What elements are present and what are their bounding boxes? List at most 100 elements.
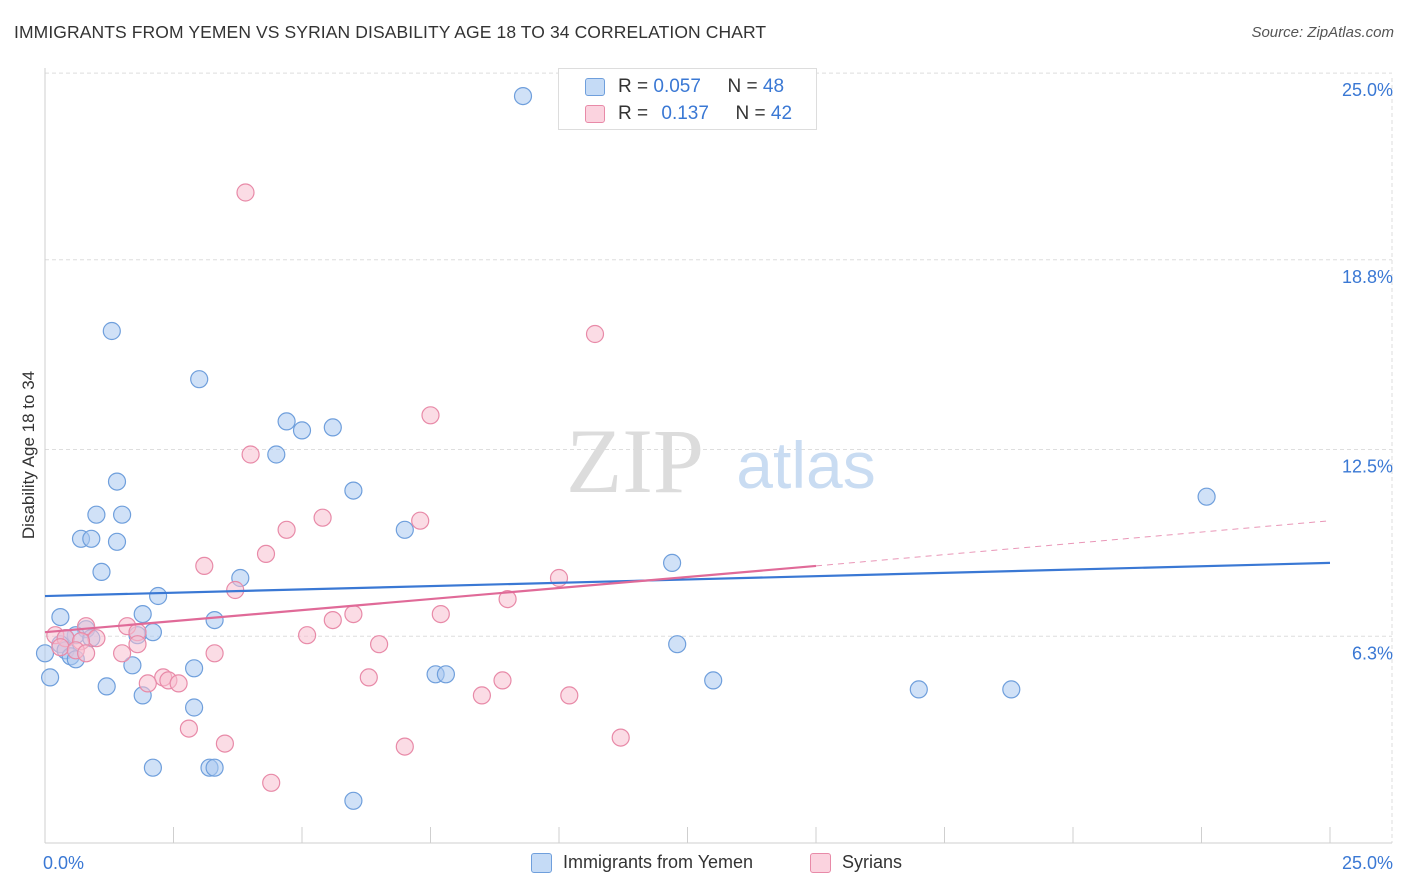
- data-point-syrians: [611, 728, 630, 747]
- x-tick-label-min: 0.0%: [43, 853, 84, 873]
- legend-n-value-syrians: 42: [770, 103, 793, 124]
- data-point-yemen: [40, 668, 60, 687]
- trend-line-syrians-extension: [815, 520, 1331, 567]
- trend-lines: [44, 520, 1331, 634]
- data-point-yemen: [82, 529, 101, 548]
- data-point-syrians: [498, 589, 517, 609]
- data-point-syrians: [323, 610, 342, 630]
- data-point-yemen: [102, 321, 121, 341]
- data-point-yemen: [436, 665, 455, 684]
- data-point-syrians: [277, 520, 296, 539]
- data-point-yemen: [107, 472, 127, 491]
- legend-swatch-syrians: [585, 105, 605, 123]
- data-point-yemen: [395, 520, 414, 539]
- data-point-yemen: [205, 610, 224, 630]
- data-point-yemen: [35, 644, 55, 663]
- data-point-syrians: [169, 674, 188, 693]
- legend-n-label: N =: [735, 103, 766, 124]
- series-label-syrians: Syrians: [842, 852, 903, 872]
- data-point-syrians: [472, 686, 491, 705]
- data-point-syrians: [138, 674, 157, 693]
- series-swatch-syrians: [810, 853, 831, 873]
- trend-line-syrians: [44, 564, 817, 634]
- data-point-syrians: [359, 668, 378, 687]
- data-point-syrians: [205, 644, 224, 663]
- data-point-syrians: [370, 635, 389, 654]
- data-points: [35, 86, 1216, 810]
- data-point-syrians: [215, 734, 234, 753]
- data-point-yemen: [513, 86, 533, 106]
- tick-labels: 6.3% 12.5% 18.8% 25.0% 0.0% 25.0%: [43, 80, 1393, 873]
- data-point-syrians: [76, 644, 96, 663]
- data-point-syrians: [262, 773, 281, 792]
- legend-r-label: R =: [618, 76, 649, 97]
- data-point-yemen: [123, 656, 142, 675]
- legend-r-value-yemen: 0.057: [653, 76, 701, 97]
- data-point-yemen: [292, 421, 312, 440]
- y-tick-label: 12.5%: [1342, 457, 1393, 477]
- axes: [44, 68, 1392, 844]
- data-point-yemen: [112, 505, 132, 524]
- data-point-yemen: [205, 758, 224, 777]
- legend-n-label: N =: [727, 76, 758, 97]
- data-point-yemen: [704, 671, 723, 690]
- data-point-yemen: [133, 604, 152, 624]
- data-point-syrians: [51, 638, 70, 657]
- x-tick-label-max: 25.0%: [1342, 853, 1393, 873]
- data-point-yemen: [97, 677, 116, 696]
- data-point-yemen: [143, 758, 162, 777]
- data-point-syrians: [256, 544, 276, 564]
- data-point-yemen: [909, 680, 928, 699]
- correlation-legend: R = 0.057 N = 48 R = 0.137 N = 42: [558, 68, 817, 130]
- data-point-yemen: [1002, 680, 1021, 699]
- data-point-syrians: [195, 556, 214, 576]
- data-point-syrians: [344, 604, 363, 624]
- legend-swatch-yemen: [585, 78, 605, 96]
- legend-r-value-syrians: 0.137: [661, 103, 709, 124]
- legend-r-label: R =: [618, 103, 649, 124]
- data-point-yemen: [277, 412, 296, 431]
- data-point-yemen: [190, 370, 209, 389]
- trend-line-yemen: [44, 561, 1331, 598]
- data-point-syrians: [112, 644, 132, 663]
- y-tick-label: 6.3%: [1352, 643, 1393, 663]
- series-label-yemen: Immigrants from Yemen: [563, 852, 754, 872]
- data-point-syrians: [87, 629, 106, 648]
- data-point-yemen: [267, 445, 286, 464]
- y-axis-label: Disability Age 18 to 34: [19, 371, 38, 539]
- data-point-yemen: [668, 635, 687, 654]
- data-point-syrians: [313, 508, 332, 527]
- data-point-yemen: [149, 586, 168, 606]
- data-point-syrians: [585, 324, 605, 344]
- data-point-yemen: [344, 791, 363, 810]
- source-credit: Source: ZipAtlas.com: [1251, 24, 1394, 41]
- data-point-syrians: [395, 737, 414, 756]
- zipatlas-watermark: ZIP atlas: [566, 410, 876, 512]
- data-point-yemen: [51, 607, 70, 627]
- series-swatch-yemen: [531, 853, 552, 873]
- data-point-yemen: [92, 562, 111, 582]
- y-tick-label: 25.0%: [1342, 80, 1393, 100]
- watermark-zip: ZIP: [566, 410, 704, 512]
- data-point-yemen: [662, 553, 682, 573]
- data-point-syrians: [493, 671, 512, 690]
- data-point-yemen: [1197, 487, 1216, 506]
- data-point-yemen: [344, 481, 363, 500]
- legend-n-value-yemen: 48: [762, 76, 785, 97]
- watermark-atlas: atlas: [736, 428, 875, 502]
- data-point-syrians: [431, 604, 450, 624]
- data-point-syrians: [560, 686, 579, 705]
- data-point-yemen: [143, 623, 162, 642]
- data-point-yemen: [107, 532, 127, 551]
- data-point-yemen: [323, 418, 342, 437]
- y-tick-label: 18.8%: [1342, 267, 1393, 287]
- data-point-yemen: [87, 505, 106, 524]
- data-point-syrians: [128, 635, 147, 654]
- data-point-syrians: [421, 406, 440, 425]
- data-point-syrians: [236, 183, 255, 202]
- data-point-yemen: [185, 659, 204, 678]
- data-point-yemen: [185, 698, 204, 717]
- data-point-syrians: [411, 511, 430, 530]
- chart-title: IMMIGRANTS FROM YEMEN VS SYRIAN DISABILI…: [14, 22, 767, 42]
